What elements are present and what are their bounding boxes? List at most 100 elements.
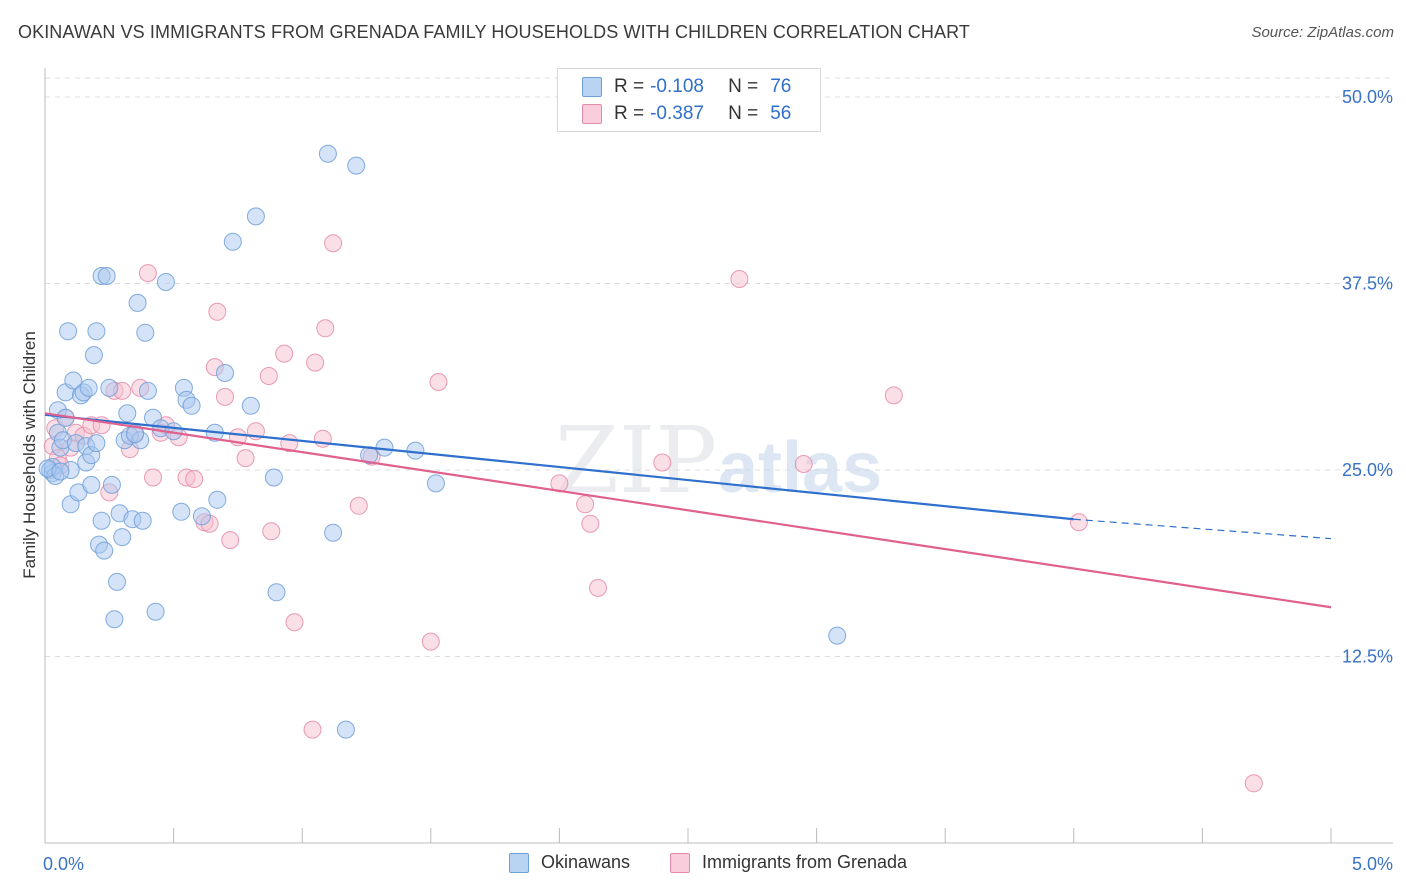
trend-line-okinawans (44, 413, 1074, 521)
legend-n-label: N = (728, 103, 759, 124)
legend-item-grenada: Immigrants from Grenada (670, 852, 907, 873)
data-point (303, 720, 322, 739)
data-point (324, 523, 343, 542)
legend-n-label: N = (728, 76, 759, 97)
data-point (156, 273, 175, 291)
data-point (241, 396, 260, 415)
data-point (87, 434, 106, 453)
legend-item-label: Immigrants from Grenada (702, 852, 908, 872)
legend-item-okinawans: Okinawans (509, 852, 630, 873)
legend-r-value: -0.387 (650, 103, 704, 124)
legend-r-label: R = (614, 103, 645, 124)
data-point (221, 531, 240, 550)
tick-labels: 12.5% 25.0% 37.5% 50.0% 0.0% 5.0% (43, 87, 1393, 874)
data-point (79, 378, 98, 397)
data-point (113, 528, 132, 547)
data-point (581, 514, 600, 533)
data-point (653, 453, 672, 472)
data-point (336, 720, 355, 739)
legend-item-label: Okinawans (541, 852, 631, 872)
data-point (51, 462, 70, 481)
legend-r-label: R = (614, 76, 645, 97)
data-point (589, 578, 607, 597)
data-point (172, 502, 191, 521)
data-point (185, 470, 204, 488)
x-tick-label: 0.0% (43, 854, 84, 874)
data-point (306, 353, 325, 372)
data-point (102, 475, 121, 494)
data-point (182, 396, 201, 415)
series-legend: Okinawans Immigrants from Grenada (0, 852, 1406, 878)
data-point (133, 511, 152, 530)
data-point (216, 387, 234, 406)
source-label: Source: ZipAtlas.com (1251, 24, 1394, 41)
data-point (262, 522, 281, 541)
chart-title: OKINAWAN VS IMMIGRANTS FROM GRENADA FAMI… (18, 22, 970, 42)
legend-n-value: 56 (770, 103, 792, 124)
data-point (1244, 774, 1263, 793)
legend-row-grenada: R = -0.387 N = 56 (582, 102, 791, 126)
data-point (246, 207, 265, 226)
data-point (100, 378, 119, 397)
data-point (216, 364, 234, 382)
data-point (324, 234, 343, 253)
data-point (264, 468, 283, 487)
data-point (97, 267, 116, 285)
data-point (208, 302, 227, 321)
data-point (429, 373, 448, 391)
data-point (118, 404, 137, 423)
y-tick-label: 50.0% (1342, 87, 1393, 107)
data-point (146, 602, 165, 621)
axes (44, 68, 1393, 844)
data-point (316, 319, 335, 338)
data-point (884, 386, 903, 405)
data-point (267, 583, 286, 602)
data-point (126, 425, 144, 444)
legend-swatch-blue (509, 852, 529, 873)
data-point (347, 156, 366, 175)
data-point (95, 541, 114, 560)
legend-swatch-pink (582, 104, 602, 124)
data-point (828, 626, 847, 645)
y-tick-label: 25.0% (1342, 460, 1393, 480)
data-point (223, 232, 242, 251)
stats-legend: R = -0.108 N = 76 R = -0.387 N = 56 (557, 68, 821, 132)
data-point (92, 511, 111, 530)
data-point (82, 475, 101, 494)
legend-swatch-pink (670, 852, 690, 873)
data-point (236, 449, 255, 468)
data-point (108, 572, 126, 591)
trend-line-grenada (44, 412, 1332, 609)
legend-swatch-blue (582, 77, 602, 97)
data-point (64, 371, 83, 390)
data-point (136, 323, 155, 342)
grid-lines (45, 77, 1393, 657)
data-point (318, 144, 337, 163)
y-tick-label: 12.5% (1342, 647, 1393, 667)
data-point (105, 610, 124, 629)
data-point (794, 455, 813, 473)
data-point (406, 441, 425, 460)
data-point (426, 474, 445, 493)
data-point (349, 496, 368, 515)
data-point (192, 507, 211, 526)
legend-r-value: -0.108 (650, 76, 704, 97)
trend-lines (44, 412, 1332, 609)
trend-line-okinawans-projection (1073, 518, 1332, 540)
data-point (138, 264, 157, 283)
data-point (128, 293, 147, 312)
data-point (730, 270, 749, 288)
data-point (144, 468, 162, 487)
data-point (275, 344, 294, 363)
data-point (576, 495, 595, 514)
data-point (138, 381, 157, 400)
legend-n-value: 76 (770, 76, 792, 97)
data-point (84, 346, 103, 365)
data-point (208, 490, 227, 509)
series-okinawans-points (38, 144, 847, 739)
data-point (259, 367, 278, 385)
x-tick-label: 5.0% (1352, 854, 1393, 874)
y-tick-label: 37.5% (1342, 274, 1393, 294)
legend-row-okinawans: R = -0.108 N = 76 (582, 75, 791, 99)
